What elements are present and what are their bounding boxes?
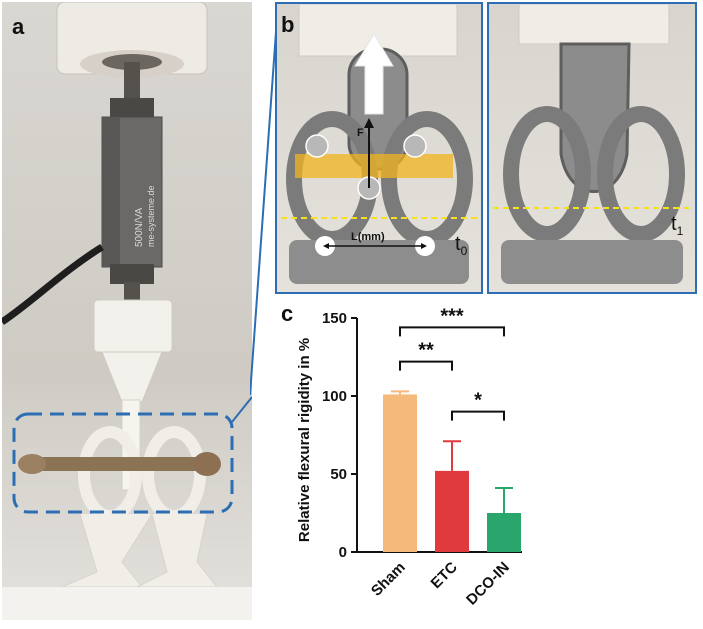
t1-label: t1 xyxy=(671,213,684,238)
y-tick-label: 50 xyxy=(330,466,347,483)
significance-label: * xyxy=(474,390,482,412)
x-tick-label: DCO-IN xyxy=(463,559,513,609)
significance-bracket xyxy=(399,326,505,337)
bending-setup-t1: t1 xyxy=(493,4,691,284)
y-tick-label: 0 xyxy=(339,544,347,561)
panel-label-c: c xyxy=(281,301,294,326)
highlight-box xyxy=(12,412,234,514)
photo-test-rig: 500N/VA me-systeme.de xyxy=(2,2,252,620)
significance-label: ** xyxy=(418,340,434,362)
pull-arrow-icon xyxy=(354,33,394,115)
sensor-label-2: me-systeme.de xyxy=(146,185,156,247)
y-tick-label: 100 xyxy=(322,388,347,405)
x-tick-label: ETC xyxy=(428,559,461,592)
bar-sham xyxy=(383,394,417,552)
test-rig-illustration: 500N/VA me-systeme.de xyxy=(2,2,252,620)
significance-bracket xyxy=(451,410,505,421)
photo-t1: t1 xyxy=(487,2,697,294)
significance-label: *** xyxy=(440,305,464,327)
connector-line xyxy=(250,3,279,396)
zoom-connector xyxy=(231,396,252,423)
sensor-label-1: 500N/VA xyxy=(134,207,145,247)
length-label: L(mm) xyxy=(351,231,385,243)
flexural-rigidity-chart: Relative flexural rigidity in % 0 50 100 15… xyxy=(296,305,522,609)
y-axis-label: Relative flexural rigidity in % xyxy=(296,338,313,542)
photo-t0: F L(mm) t0 xyxy=(275,2,483,294)
force-label: F xyxy=(357,127,364,139)
significance-bracket xyxy=(399,360,453,371)
x-tick-label: Sham xyxy=(368,559,409,600)
bending-setup-t0: F L(mm) t0 xyxy=(281,4,477,284)
bar-dco-in xyxy=(487,513,521,552)
panel-label-a: a xyxy=(12,14,25,39)
bar-etc xyxy=(435,470,469,552)
t0-label: t0 xyxy=(455,233,468,258)
panel-label-b: b xyxy=(281,12,295,37)
y-tick-label: 150 xyxy=(322,310,347,327)
